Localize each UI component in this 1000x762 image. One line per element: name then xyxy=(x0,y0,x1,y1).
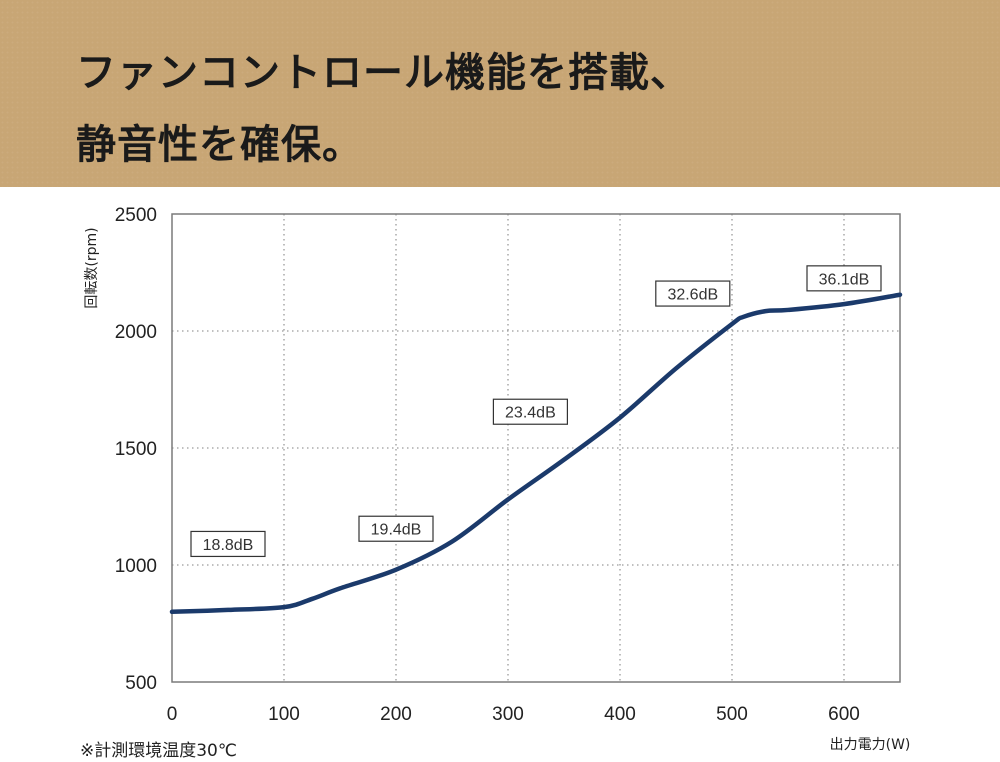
y-tick-label: 2500 xyxy=(115,205,157,226)
x-tick-label: 600 xyxy=(828,704,860,725)
noise-label-text: 19.4dB xyxy=(371,522,422,539)
y-tick-label: 500 xyxy=(125,673,157,694)
noise-label-box xyxy=(492,398,568,425)
noise-label: 36.1dB xyxy=(806,265,882,292)
noise-label-box xyxy=(190,530,266,558)
y-axis-label: 回転数(rpm) xyxy=(84,227,100,308)
footnote: ※計測環境温度30℃ xyxy=(80,741,237,761)
noise-label-text: 23.4dB xyxy=(505,405,556,422)
grid xyxy=(172,214,900,682)
x-tick-label: 500 xyxy=(716,704,748,725)
x-tick-label: 100 xyxy=(268,704,300,725)
y-tick-label: 2000 xyxy=(115,322,157,343)
x-tick-label: 300 xyxy=(492,704,524,725)
noise-label: 32.6dB xyxy=(655,280,731,307)
noise-label-text: 32.6dB xyxy=(667,287,718,304)
noise-annotations: 18.8dB 19.4dB 23.4dB 32.6dB 36.1dB xyxy=(190,265,882,558)
noise-label: 23.4dB xyxy=(492,398,568,425)
axis-ticks: 0 100 200 300 400 500 600 500 1000 1500 2000 2500 xyxy=(115,205,860,725)
noise-label-text: 36.1dB xyxy=(819,271,870,288)
noise-label: 18.8dB xyxy=(190,530,266,558)
fan-speed-chart: 0 100 200 300 400 500 600 500 1000 1500 2000 2500 回… xyxy=(84,205,911,753)
noise-label-text: 18.8dB xyxy=(203,537,254,554)
noise-label: 19.4dB xyxy=(358,515,434,542)
noise-label-box xyxy=(655,280,731,307)
y-tick-label: 1500 xyxy=(115,439,157,460)
x-tick-label: 200 xyxy=(380,704,412,725)
plot-frame xyxy=(171,213,901,683)
header-banner: ファンコントロール機能を搭載、 静音性を確保。 xyxy=(0,0,1000,187)
y-tick-label: 1000 xyxy=(115,556,157,577)
headline-line-1: ファンコントロール機能を搭載、 xyxy=(76,50,691,96)
x-axis-label: 出力電力(W) xyxy=(830,737,911,753)
x-tick-label: 0 xyxy=(167,704,178,725)
noise-label-box xyxy=(358,515,434,542)
rpm-curve xyxy=(169,292,903,615)
noise-label-box xyxy=(806,265,882,292)
x-tick-label: 400 xyxy=(604,704,636,725)
headline-line-2: 静音性を確保。 xyxy=(76,122,363,168)
